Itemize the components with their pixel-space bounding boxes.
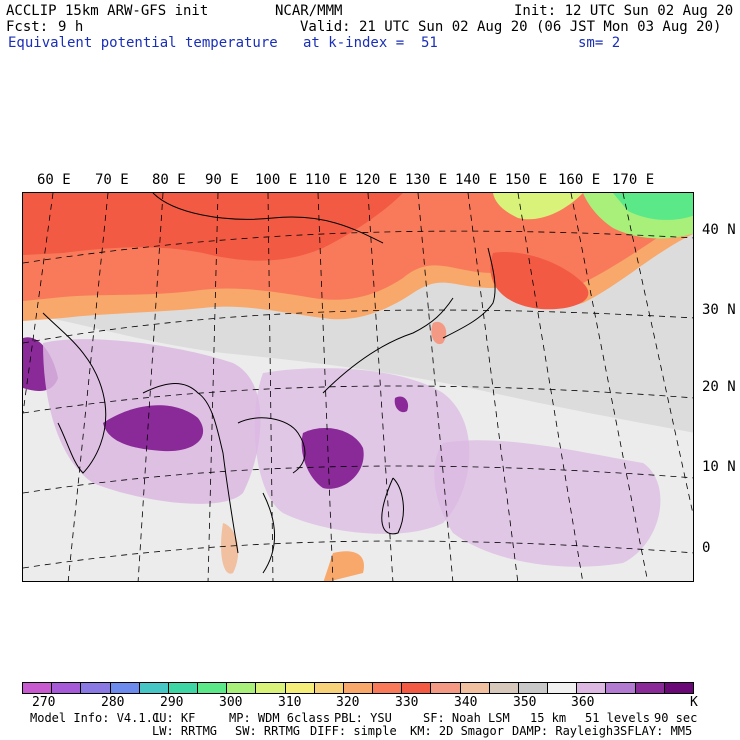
legend-swatch	[635, 683, 665, 693]
legend-swatch	[577, 683, 607, 693]
legend-swatch	[285, 683, 315, 693]
legend-unit: K	[690, 695, 698, 710]
legend-swatch	[256, 683, 286, 693]
legend-label: 300	[219, 695, 243, 710]
lat-label: 0	[702, 540, 711, 556]
footer-cu: CU: KF	[152, 711, 196, 725]
legend-swatch	[343, 683, 374, 693]
footer-km: KM: 2D Smagor	[410, 724, 504, 738]
legend-swatch	[460, 683, 490, 693]
init-time: Init: 12 UTC Sun 02 Aug 20	[514, 3, 734, 19]
map-panel	[22, 192, 694, 582]
valid-time: Valid: 21 UTC Sun 02 Aug 20 (06 JST Mon …	[300, 19, 722, 35]
footer-mp: MP: WDM 6class	[229, 711, 331, 725]
legend-label: 270	[32, 695, 56, 710]
footer-pbl: PBL: YSU	[334, 711, 392, 725]
lon-label: 160 E	[558, 172, 601, 188]
color-legend	[22, 682, 694, 694]
legend-swatch	[227, 683, 257, 693]
lon-label: 90 E	[205, 172, 239, 188]
legend-label: 320	[336, 695, 360, 710]
level-info: at k-index = 51	[303, 35, 438, 51]
legend-swatch	[548, 683, 578, 693]
lat-label: 10 N	[702, 459, 736, 475]
legend-label: 340	[454, 695, 478, 710]
legend-swatch	[402, 683, 432, 693]
legend-swatch	[139, 683, 169, 693]
lon-label: 100 E	[255, 172, 298, 188]
legend-swatch	[664, 683, 693, 693]
footer-sf: SF: Noah LSM	[423, 711, 510, 725]
lon-label: 80 E	[152, 172, 186, 188]
footer-resolution: 15 km	[530, 711, 567, 725]
legend-label: 280	[101, 695, 125, 710]
lon-label: 70 E	[95, 172, 129, 188]
lat-label: 30 N	[702, 302, 736, 318]
footer-diff: DIFF: simple	[310, 724, 397, 738]
legend-swatch	[518, 683, 549, 693]
lat-label: 40 N	[702, 222, 736, 238]
org-label: NCAR/MMM	[275, 3, 343, 19]
lon-label: 120 E	[355, 172, 398, 188]
footer-lw: LW: RRTMG	[152, 724, 218, 738]
legend-swatch	[52, 683, 82, 693]
legend-swatch	[168, 683, 199, 693]
legend-swatch	[314, 683, 344, 693]
legend-swatch	[81, 683, 111, 693]
legend-label: 330	[395, 695, 419, 710]
legend-swatch	[489, 683, 519, 693]
forecast-label: Fcst:	[6, 19, 49, 35]
legend-swatch	[431, 683, 461, 693]
lon-label: 140 E	[455, 172, 498, 188]
legend-swatch	[373, 683, 403, 693]
legend-swatch	[23, 683, 53, 693]
field-name: Equivalent potential temperature	[8, 35, 278, 51]
footer-model-info: Model Info: V4.1.1	[30, 711, 161, 725]
legend-label: 350	[513, 695, 537, 710]
footer-sflay: SFLAY: MM5	[620, 724, 693, 738]
legend-label: 290	[160, 695, 184, 710]
lon-label: 150 E	[505, 172, 548, 188]
legend-swatch	[198, 683, 228, 693]
smoothing-info: sm= 2	[578, 35, 621, 51]
lon-label: 110 E	[305, 172, 348, 188]
lon-label: 130 E	[405, 172, 448, 188]
legend-label: 310	[278, 695, 302, 710]
lat-label: 20 N	[702, 379, 736, 395]
footer-damp: DAMP: Rayleigh3	[512, 724, 621, 738]
forecast-hour: 9 h	[58, 19, 84, 35]
footer-sw: SW: RRTMG	[235, 724, 301, 738]
footer-levels: 51 levels	[585, 711, 651, 725]
legend-swatch	[606, 683, 636, 693]
legend-label: 360	[571, 695, 595, 710]
model-title: ACCLIP 15km ARW-GFS init	[6, 3, 209, 19]
lon-label: 60 E	[37, 172, 71, 188]
legend-swatch	[110, 683, 140, 693]
footer-timestep: 90 sec	[654, 711, 698, 725]
lon-label: 170 E	[612, 172, 655, 188]
